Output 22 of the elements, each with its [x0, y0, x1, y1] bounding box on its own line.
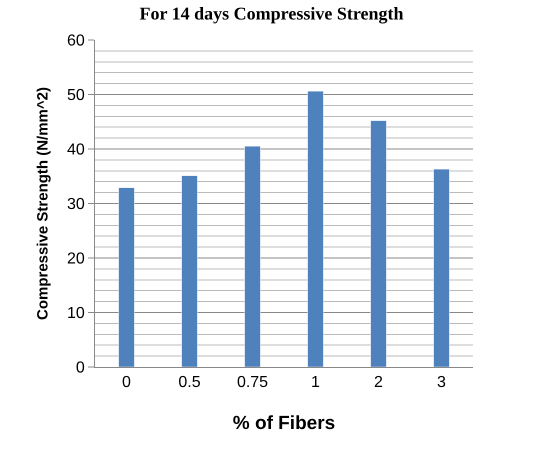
- y-tick-label: 0: [76, 360, 85, 377]
- x-tick-label: 3: [437, 374, 446, 392]
- x-tick-label: 0.75: [236, 374, 268, 392]
- x-axis-title: % of Fibers: [232, 413, 336, 434]
- bar: [433, 168, 450, 367]
- x-tick-label: 1: [311, 374, 320, 392]
- chart-title: For 14 days Compressive Strength: [139, 3, 404, 24]
- y-axis-title: Compressive Strength (N/mm^2): [34, 87, 52, 320]
- bar: [244, 146, 261, 367]
- y-tick-label: 60: [67, 32, 85, 50]
- x-tick-label: 0: [122, 374, 132, 392]
- y-tick-label: 20: [67, 250, 85, 268]
- bar: [370, 120, 387, 367]
- y-tick-label: 30: [67, 196, 85, 214]
- x-tick-label: 2: [374, 374, 384, 392]
- bar: [307, 90, 324, 367]
- y-tick-label: 50: [67, 87, 85, 104]
- bar: [181, 175, 198, 367]
- x-tick-label: 0.5: [178, 374, 201, 392]
- y-tick-label: 10: [67, 305, 85, 322]
- bar: [118, 187, 135, 367]
- y-tick-label: 40: [67, 142, 85, 159]
